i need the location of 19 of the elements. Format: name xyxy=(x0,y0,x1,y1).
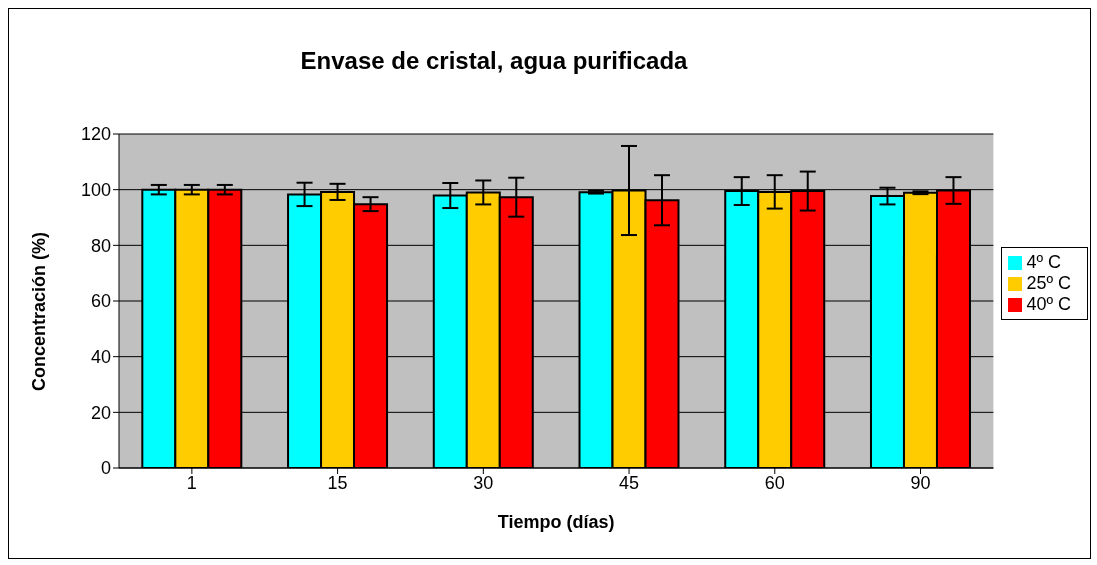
x-tick-label: 1 xyxy=(186,472,197,493)
chart-title: Envase de cristal, agua purificada xyxy=(299,47,689,75)
x-tick-label: 60 xyxy=(764,472,785,493)
y-tick-label: 40 xyxy=(90,347,111,368)
x-tick-label: 15 xyxy=(327,472,348,493)
y-tick-label: 20 xyxy=(90,402,111,423)
x-tick-label: 90 xyxy=(910,472,931,493)
x-tick-label: 30 xyxy=(473,472,494,493)
y-axis-title: Concentración (%) xyxy=(29,231,50,391)
legend-label: 25º C xyxy=(1026,273,1071,293)
x-tick-label: 45 xyxy=(619,472,640,493)
y-tick-label: 100 xyxy=(80,180,111,201)
y-tick-label: 0 xyxy=(100,458,111,479)
y-tick-label: 120 xyxy=(80,124,111,145)
y-tick-label: 60 xyxy=(90,291,111,312)
x-axis-title: Tiempo (días) xyxy=(497,512,615,532)
legend-label: 4º C xyxy=(1026,252,1061,272)
legend-label: 40º C xyxy=(1026,294,1071,314)
y-tick-label: 80 xyxy=(90,235,111,256)
